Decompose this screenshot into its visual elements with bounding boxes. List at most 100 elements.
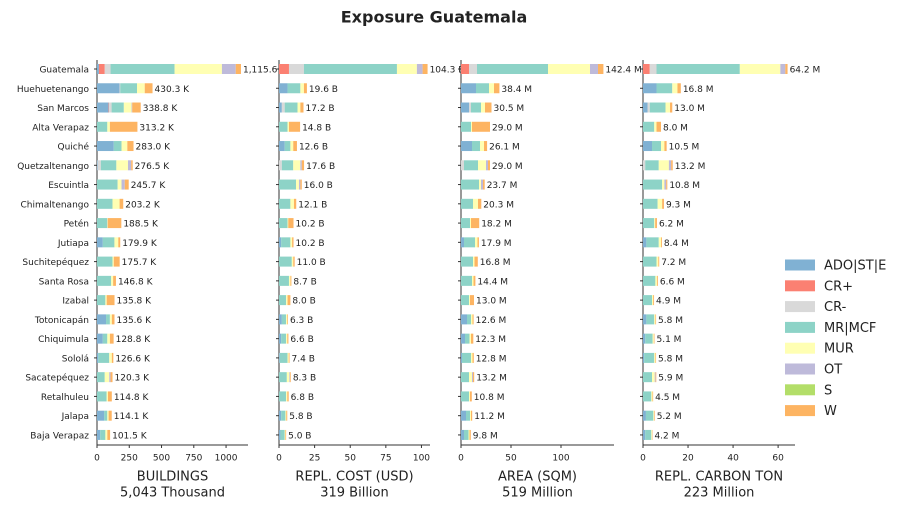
- bar-segment: [107, 410, 109, 421]
- x-tick-label: 250: [121, 454, 138, 464]
- data-label: 7.4 B: [292, 354, 315, 364]
- bar-segment: [472, 141, 480, 152]
- data-label: 6.2 M: [659, 220, 684, 230]
- bar-segment: [97, 102, 109, 113]
- bar-segment: [655, 352, 657, 363]
- bar-segment: [647, 102, 650, 113]
- bar-segment: [485, 102, 492, 113]
- bar-segment: [284, 141, 291, 152]
- data-label: 17.2 B: [306, 104, 335, 114]
- bar-segment: [109, 333, 114, 344]
- bar-segment: [654, 372, 656, 383]
- bar-segment: [109, 102, 112, 113]
- bar-segment: [472, 352, 474, 363]
- bar-segment: [471, 333, 474, 344]
- bar-segment: [464, 237, 475, 248]
- bar-segment: [111, 352, 114, 363]
- bar-segment: [646, 314, 655, 325]
- bar-segment: [654, 410, 655, 421]
- y-tick-label: Sacatepéquez: [25, 373, 89, 384]
- bar-segment: [672, 83, 678, 94]
- x-tick-label: 20: [682, 454, 694, 464]
- bar-segment: [469, 429, 471, 440]
- bar-segment: [646, 237, 659, 248]
- bar-segment: [469, 333, 471, 344]
- x-axis-label: REPL. COST (USD): [295, 470, 413, 485]
- x-axis-subtitle: 319 Billion: [320, 486, 389, 501]
- bar-segment: [590, 64, 598, 74]
- bar-segment: [281, 237, 291, 248]
- data-label: 20.3 M: [483, 200, 514, 210]
- data-label: 135.8 K: [117, 297, 153, 307]
- data-label: 13.2 M: [675, 162, 706, 172]
- bar-segment: [467, 314, 471, 325]
- bar-segment: [300, 83, 304, 94]
- bar-segment: [300, 160, 302, 171]
- bar-segment: [288, 121, 301, 132]
- bar-segment: [461, 160, 464, 171]
- bar-segment: [287, 83, 301, 94]
- bar-segment: [119, 198, 124, 209]
- y-tick-label: Huehuetenango: [17, 85, 90, 95]
- bar-segment: [475, 237, 478, 248]
- bar-segment: [469, 102, 471, 113]
- bar-segment: [131, 160, 133, 171]
- legend-label: MUR: [824, 342, 854, 357]
- bar-segment: [479, 179, 481, 190]
- legend-swatch: [785, 363, 815, 375]
- legend-label: ADO|ST|E: [824, 259, 886, 274]
- bar-segment: [422, 64, 428, 74]
- data-label: 203.2 K: [125, 200, 161, 210]
- bar-segment: [494, 83, 500, 94]
- data-label: 26.1 M: [489, 143, 520, 153]
- data-label: 29.0 M: [492, 162, 523, 172]
- bar-segment: [664, 179, 667, 190]
- data-label: 5.8 B: [289, 412, 312, 422]
- bar-segment: [471, 410, 473, 421]
- bar-segment: [469, 64, 477, 74]
- bar-segment: [113, 141, 122, 152]
- data-label: 338.8 K: [143, 104, 179, 114]
- data-label: 8.7 B: [293, 277, 316, 287]
- bar-segment: [102, 237, 115, 248]
- data-label: 142.4 M: [605, 66, 641, 76]
- bar-segment: [100, 160, 117, 171]
- bar-segment: [461, 429, 464, 440]
- bar-segment: [470, 218, 471, 229]
- bar-segment: [286, 333, 288, 344]
- bar-segment: [286, 314, 288, 325]
- data-label: 5.0 B: [288, 431, 311, 441]
- bar-segment: [654, 314, 656, 325]
- x-axis-label: BUILDINGS: [137, 470, 208, 485]
- bar-segment: [477, 64, 548, 74]
- bar-segment: [480, 141, 484, 152]
- bar-segment: [286, 410, 288, 421]
- bar-segment: [656, 275, 658, 286]
- bar-segment: [668, 160, 672, 171]
- bar-segment: [652, 372, 655, 383]
- data-label: 4.5 M: [655, 393, 680, 403]
- data-label: 8.0 B: [292, 297, 315, 307]
- bar-segment: [285, 410, 287, 421]
- bar-segment: [643, 218, 655, 229]
- bar-segment: [107, 429, 111, 440]
- data-label: 16.0 B: [304, 181, 333, 191]
- bar-segment: [473, 372, 475, 383]
- bar-segment: [98, 352, 110, 363]
- bar-segment: [279, 410, 282, 421]
- x-tick-label: 100: [413, 454, 430, 464]
- legend-swatch: [785, 321, 815, 333]
- bar-segment: [481, 102, 485, 113]
- bar-segment: [97, 64, 99, 74]
- x-tick-label: 75: [380, 454, 391, 464]
- bar-segment: [643, 372, 653, 383]
- bar-segment: [656, 256, 659, 267]
- x-axis-subtitle: 519 Million: [502, 486, 573, 501]
- bar-segment: [284, 429, 286, 440]
- legend-swatch: [785, 342, 815, 354]
- bar-segment: [396, 64, 417, 74]
- legend-swatch: [785, 259, 815, 271]
- bar-segment: [281, 314, 287, 325]
- bar-segment: [286, 391, 288, 402]
- bar-segment: [109, 372, 111, 383]
